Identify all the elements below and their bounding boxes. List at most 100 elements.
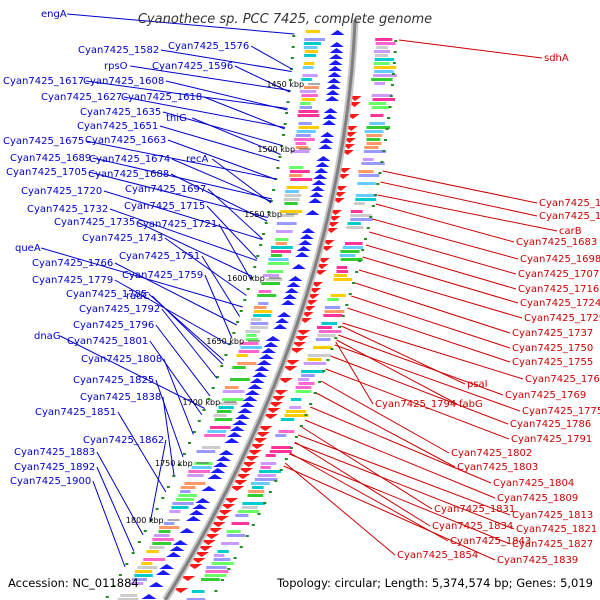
left-gene-label[interactable]: Cyan7425_1627 [41,92,122,103]
left-gene-label[interactable]: Cyan7425_1759 [122,270,203,281]
right-gene-label[interactable]: Cyan7425_1839 [497,555,578,566]
feature-mark [334,337,338,339]
left-gene-label[interactable]: Cyan7425_1688 [88,169,169,180]
left-gene-label[interactable]: dnaG [34,331,61,342]
right-gene-label[interactable]: Cyan7425_1791 [511,434,592,445]
left-gene-label[interactable]: Cyan7425_1808 [81,354,162,365]
left-gene-label[interactable]: recA [186,154,209,165]
left-gene-label[interactable]: Cyan7425_1705 [6,167,87,178]
right-gene-label[interactable]: sdhA [544,53,569,64]
right-gene-label[interactable]: Cyan7425_1775 [522,406,600,417]
left-gene-label[interactable]: Cyan7425_1674 [89,154,170,165]
left-gene-label[interactable]: Cyan7425_1743 [82,233,163,244]
left-gene-label[interactable]: Cyan7425_1779 [32,275,113,286]
left-gene-label[interactable]: Cyan7425_1851 [35,407,116,418]
left-gene-label[interactable]: Cyan7425_1689 [10,153,91,164]
left-gene-label[interactable]: Cyan7425_1582 [78,45,159,56]
right-gene-label[interactable]: Cyan7425_1803 [457,462,538,473]
left-leader-line [130,65,290,91]
feature-mark [161,497,165,499]
feature-mark [245,535,249,537]
left-gene-label[interactable]: Cyan7425_1732 [27,204,108,215]
left-gene-label[interactable]: radC [126,291,150,302]
left-gene-label[interactable]: Cyan7425_1862 [83,435,164,446]
left-gene-label[interactable]: Cyan7425_1883 [14,447,95,458]
left-gene-label[interactable]: Cyan7425_1697 [125,184,206,195]
left-gene-label[interactable]: Cyan7425_1785 [66,289,147,300]
left-gene-label[interactable]: Cyan7425_1651 [77,121,158,132]
right-gene-label[interactable]: Cyan7425_1769 [505,390,586,401]
right-gene-label[interactable]: Cyan7425_1809 [497,493,578,504]
right-gene-label[interactable]: Cyan7425_1794 [375,399,456,410]
cog-block [284,202,298,205]
right-gene-label[interactable]: Cyan7425_1729 [524,313,600,324]
left-gene-label[interactable]: Cyan7425_1618 [121,92,202,103]
left-gene-label[interactable]: Cyan7425_1796 [73,320,154,331]
left-gene-label[interactable]: Cyan7425_1825 [73,375,154,386]
right-gene-label[interactable]: Cyan7425_1662 [539,198,600,209]
left-gene-label[interactable]: Cyan7425_1838 [80,392,161,403]
forward-gene [325,96,340,101]
right-gene-label[interactable]: Cyan7425_1804 [493,478,574,489]
left-gene-label[interactable]: Cyan7425_1635 [80,107,161,118]
left-gene-label[interactable]: Cyan7425_1576 [168,41,249,52]
right-gene-label[interactable]: Cyan7425_1750 [512,343,593,354]
left-gene-label[interactable]: Cyan7425_1792 [79,304,160,315]
forward-gene [239,402,255,407]
left-gene-label[interactable]: Cyan7425_1766 [32,258,113,269]
right-gene-label[interactable]: Cyan7425_1813 [512,510,593,521]
left-gene-label[interactable]: Cyan7425_1715 [124,201,205,212]
right-gene-label[interactable]: Cyan7425_1737 [512,328,593,339]
right-gene-label[interactable]: Cyan7425_1724 [520,298,600,309]
right-gene-label[interactable]: Cyan7425_1834 [432,521,513,532]
cog-block [340,250,360,253]
right-gene-label[interactable]: Cyan7425_1843 [450,536,531,547]
left-gene-label[interactable]: Cyan7425_1675 [3,136,84,147]
feature-mark [338,326,342,328]
left-gene-label[interactable]: Cyan7425_1596 [152,61,233,72]
right-gene-label[interactable]: Cyan7425_1761 [525,374,600,385]
right-gene-label[interactable]: Cyan7425_1716 [518,284,599,295]
feature-mark [125,563,129,565]
right-gene-label[interactable]: Cyan7425_1698 [520,254,600,265]
left-gene-label[interactable]: thiG [166,113,187,124]
right-gene-label[interactable]: Cyan7425_1755 [512,357,593,368]
right-gene-label[interactable]: Cyan7425_1786 [510,419,591,430]
right-gene-label[interactable]: fabG [459,399,483,410]
right-gene-label[interactable]: Cyan7425_1831 [434,504,515,515]
left-gene-label[interactable]: Cyan7425_1900 [10,476,91,487]
feature-mark [177,464,181,466]
reverse-gene [249,444,265,449]
right-gene-label[interactable]: Cyan7425_1683 [516,237,597,248]
left-gene-label[interactable]: Cyan7425_1892 [14,462,95,473]
cog-block [330,294,346,297]
left-gene-label[interactable]: Cyan7425_1720 [21,186,102,197]
right-gene-label[interactable]: carB [559,226,582,237]
cog-block [131,578,147,581]
right-leader-line [355,282,511,334]
cog-block [221,542,240,545]
right-gene-label[interactable]: Cyan7425_1827 [512,539,593,550]
left-gene-label[interactable]: Cyan7425_1721 [136,219,217,230]
left-gene-label[interactable]: engA [41,9,67,20]
left-gene-label[interactable]: Cyan7425_1735 [54,217,135,228]
left-gene-label[interactable]: Cyan7425_1751 [119,251,200,262]
forward-gene [296,246,311,251]
cog-block [301,78,312,81]
forward-gene [326,84,341,89]
feature-mark [380,161,384,163]
left-gene-label[interactable]: rpsO [104,61,128,72]
left-gene-label[interactable]: Cyan7425_1801 [67,336,148,347]
right-gene-label[interactable]: Cyan7425_1802 [451,448,532,459]
right-gene-label[interactable]: Cyan7425_1670 [539,211,600,222]
right-leader-line [380,181,538,217]
right-gene-label[interactable]: Cyan7425_1854 [397,550,478,561]
left-gene-label[interactable]: Cyan7425_1663 [85,135,166,146]
right-gene-label[interactable]: Cyan7425_1821 [516,524,597,535]
right-gene-label[interactable]: Cyan7425_1707 [518,269,599,280]
right-gene-label[interactable]: psaI [467,379,488,390]
left-gene-label[interactable]: queA [15,243,41,254]
left-gene-label[interactable]: Cyan7425_1608 [83,76,164,87]
reverse-gene [229,486,245,491]
left-gene-label[interactable]: Cyan7425_1617 [3,76,84,87]
